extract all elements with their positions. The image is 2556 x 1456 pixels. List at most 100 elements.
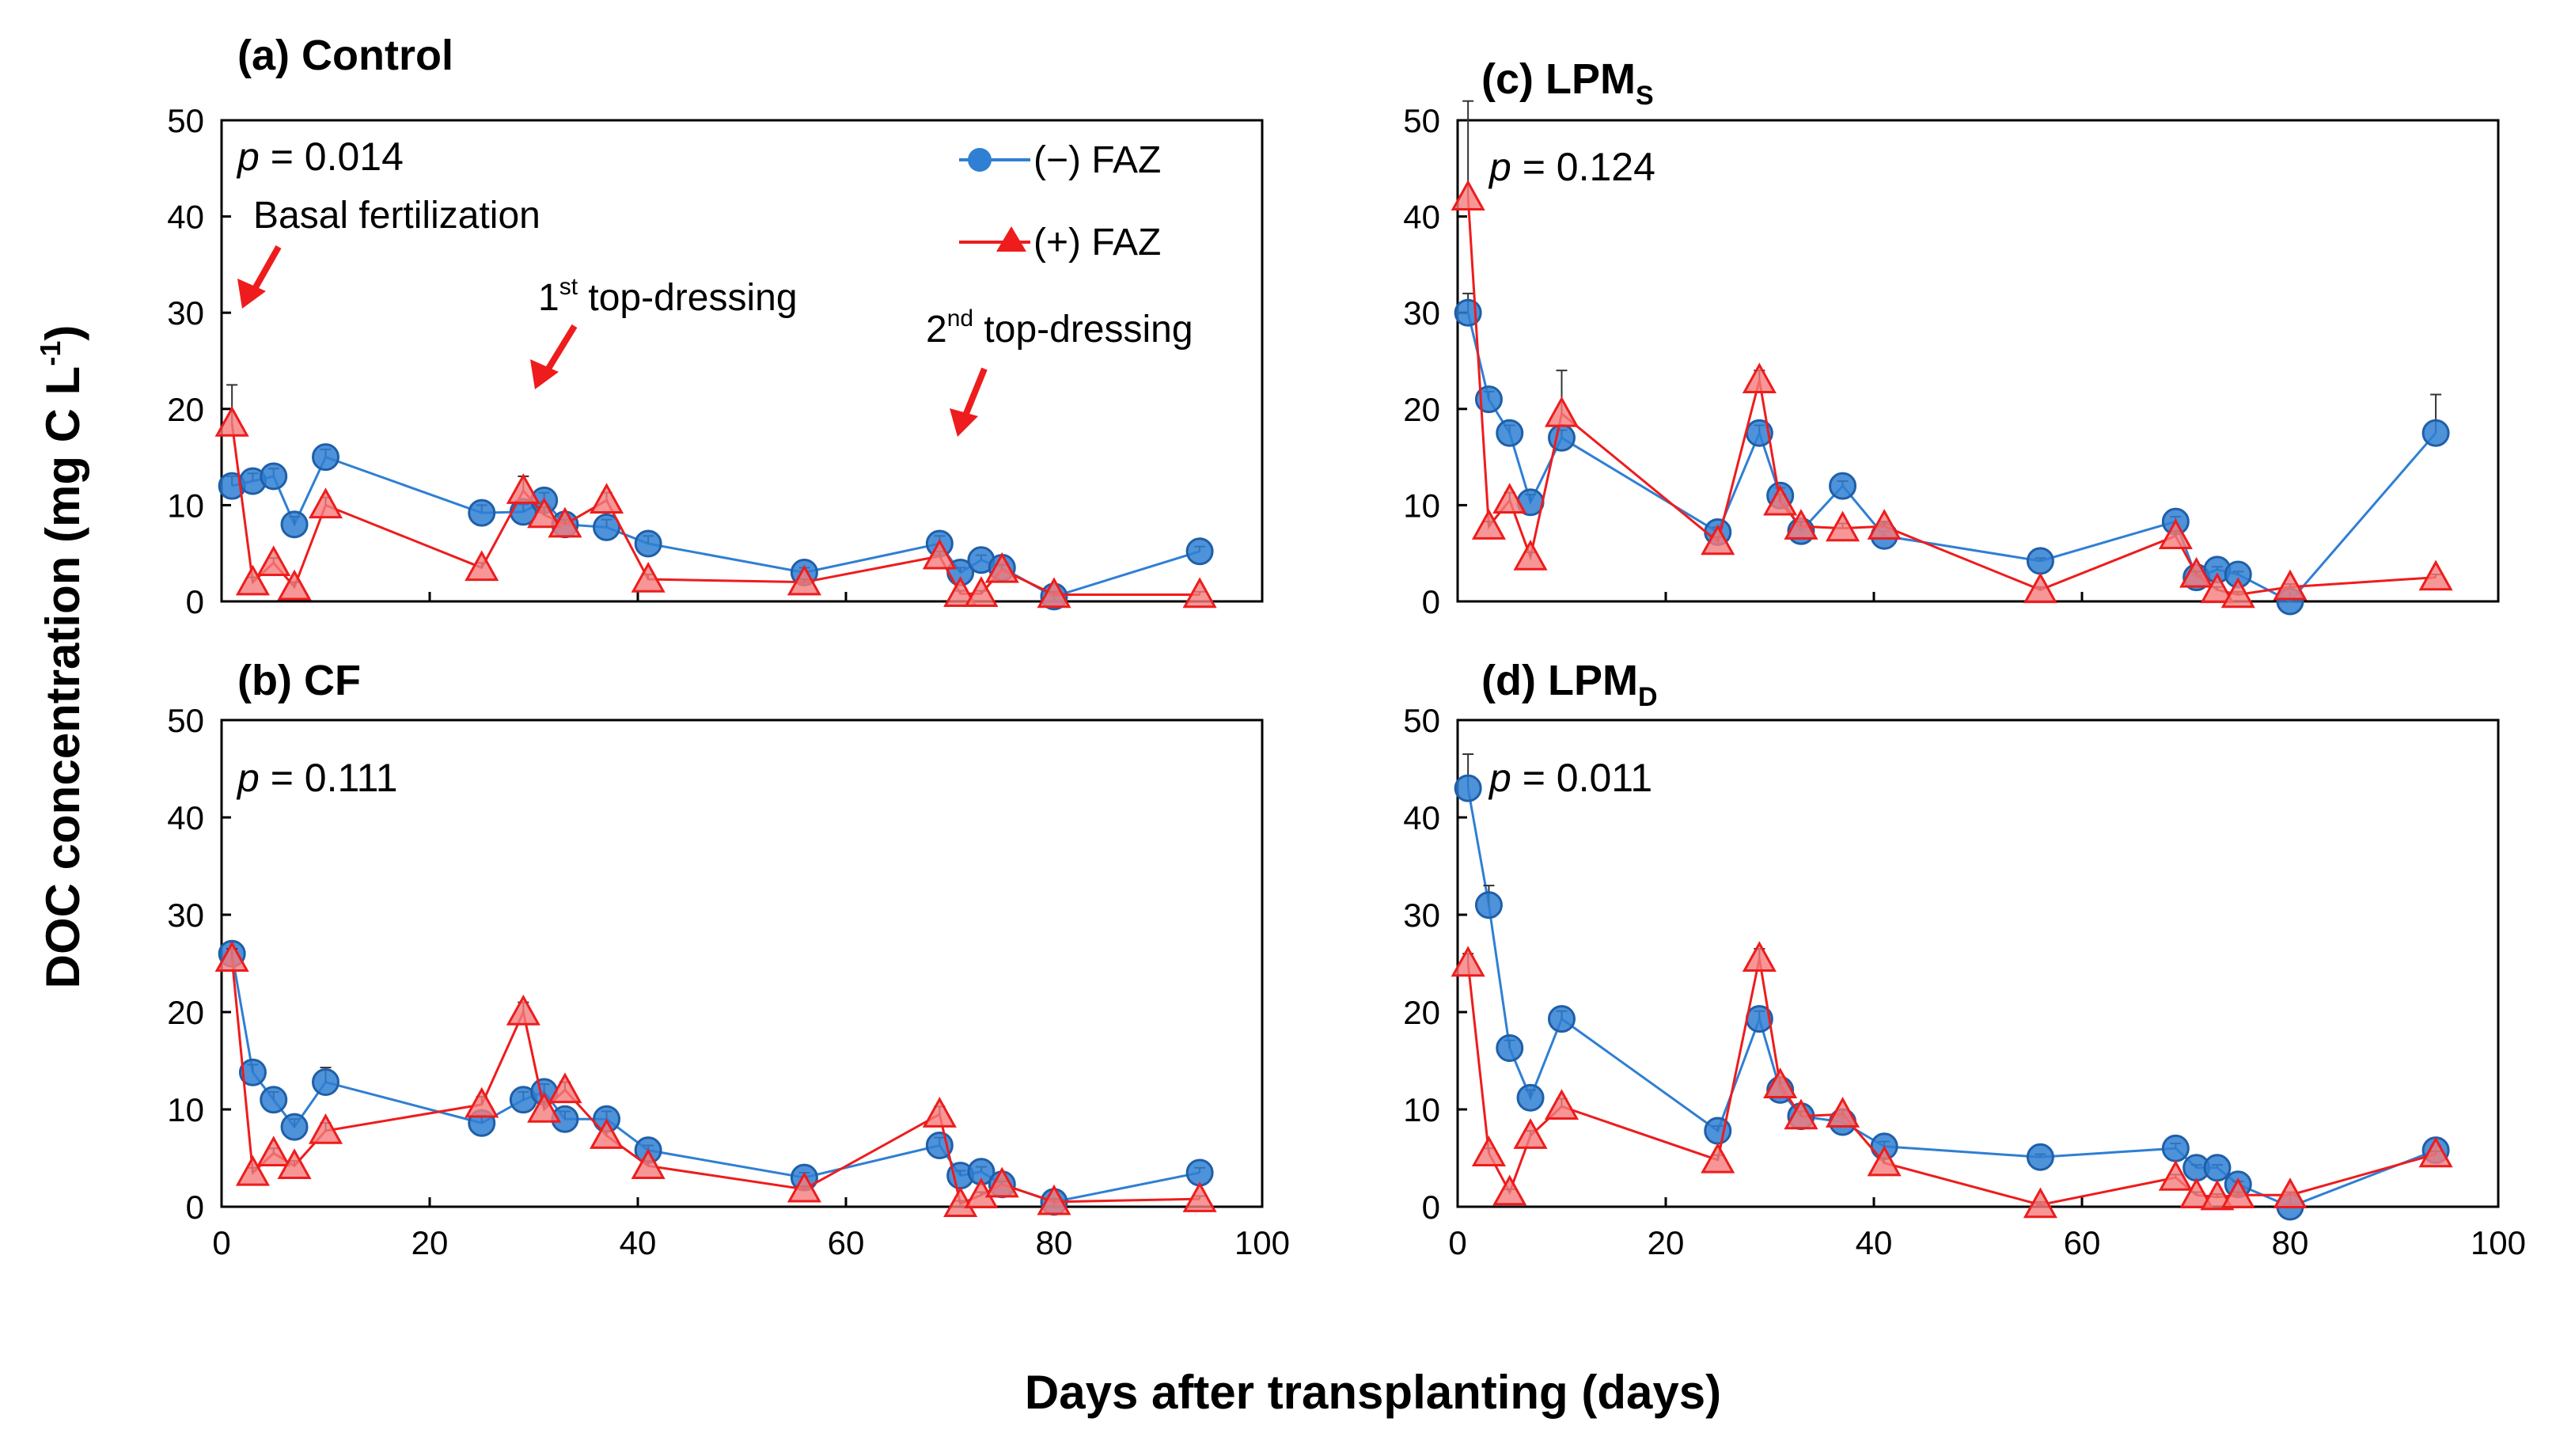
data-point-minus-faz bbox=[312, 443, 339, 472]
data-point-plus-faz bbox=[1182, 577, 1217, 609]
data-point-plus-faz bbox=[984, 1166, 1019, 1198]
data-point-plus-faz bbox=[2273, 1177, 2308, 1208]
y-tick-label: 20 bbox=[1403, 391, 1440, 428]
data-point-plus-faz bbox=[1037, 1184, 1071, 1215]
data-point-plus-faz bbox=[256, 1136, 291, 1167]
y-tick-label: 50 bbox=[1403, 702, 1440, 739]
x-tick-label: 20 bbox=[1648, 1224, 1685, 1261]
y-axis-label-main: DOC concentration (mg C L bbox=[36, 366, 89, 989]
y-tick-label: 30 bbox=[1403, 897, 1440, 934]
x-tick-label: 60 bbox=[2064, 1224, 2101, 1261]
data-point-minus-faz bbox=[1496, 1034, 1524, 1063]
x-tick-label: 40 bbox=[620, 1224, 657, 1261]
plot-frame bbox=[1456, 719, 2500, 1208]
y-tick-label: 10 bbox=[167, 487, 204, 524]
x-tick-label: 0 bbox=[1448, 1224, 1466, 1261]
y-tick-label: 30 bbox=[167, 897, 204, 934]
p-value-label: p = 0.111 bbox=[236, 756, 398, 800]
data-point-minus-faz bbox=[312, 1068, 339, 1097]
x-axis-label: Days after transplanting (days) bbox=[1025, 1366, 1721, 1419]
data-point-plus-faz bbox=[2418, 1136, 2453, 1168]
panel-b-cf: (b) CF p = 0.111 0 10 20 30 40 50 0 20 40 60 80 100 bbox=[167, 657, 1290, 1261]
data-point-plus-faz bbox=[235, 1155, 270, 1186]
legend-item-minus-faz: (−) FAZ bbox=[959, 139, 1161, 181]
panel-title: (d) LPMD bbox=[1481, 657, 1658, 712]
data-point-plus-faz bbox=[984, 552, 1019, 583]
data-point-minus-faz bbox=[1829, 472, 1857, 500]
data-point-plus-faz bbox=[1451, 946, 1485, 977]
data-point-plus-faz bbox=[1182, 1181, 1217, 1212]
data-point-plus-faz bbox=[1867, 1145, 1902, 1177]
legend-label: (−) FAZ bbox=[1033, 139, 1161, 181]
data-point-minus-faz bbox=[280, 1113, 309, 1141]
data-point-minus-faz bbox=[1185, 537, 1214, 566]
data-point-plus-faz bbox=[922, 1097, 957, 1128]
data-point-plus-faz bbox=[2220, 1177, 2255, 1208]
data-point-plus-faz bbox=[2273, 569, 2308, 601]
y-tick-label: 50 bbox=[167, 102, 204, 139]
y-tick-label: 40 bbox=[1403, 199, 1440, 236]
data-point-plus-faz bbox=[2158, 1160, 2193, 1191]
panel-d-lpm-d: (d) LPMD p = 0.011 0 10 20 30 40 50 0 20 40 60 80 1… bbox=[1403, 657, 2526, 1261]
plot-frame bbox=[220, 119, 1264, 603]
series-line-plus-faz bbox=[230, 423, 1200, 596]
data-point-plus-faz bbox=[2179, 556, 2214, 588]
y-tick-label: 20 bbox=[167, 994, 204, 1031]
data-point-plus-faz bbox=[527, 1091, 562, 1123]
legend: (−) FAZ (+) FAZ bbox=[959, 139, 1161, 264]
data-point-plus-faz bbox=[1451, 180, 1485, 210]
data-point-plus-faz bbox=[1867, 509, 1902, 540]
data-point-plus-faz bbox=[590, 483, 624, 514]
data-point-plus-faz bbox=[1544, 396, 1579, 427]
panel-title: (a) Control bbox=[237, 32, 453, 79]
data-point-minus-faz bbox=[634, 529, 662, 558]
data-point-plus-faz bbox=[2158, 518, 2193, 550]
data-point-plus-faz bbox=[1471, 509, 1506, 540]
data-point-plus-faz bbox=[1701, 1142, 1735, 1174]
data-point-plus-faz bbox=[235, 564, 270, 596]
data-point-plus-faz bbox=[506, 473, 540, 504]
legend-item-plus-faz: (+) FAZ bbox=[959, 222, 1161, 264]
x-tick-label: 20 bbox=[411, 1224, 449, 1261]
data-point-plus-faz bbox=[1701, 524, 1735, 555]
data-point-minus-faz bbox=[1474, 385, 1503, 414]
data-point-plus-faz bbox=[308, 1113, 343, 1144]
plot-frame bbox=[1456, 119, 2500, 603]
data-point-minus-faz bbox=[260, 1086, 288, 1114]
data-point-plus-faz bbox=[631, 561, 666, 593]
data-point-plus-faz bbox=[1492, 1174, 1527, 1206]
series-line-plus-faz bbox=[230, 958, 1200, 1206]
data-point-plus-faz bbox=[214, 405, 249, 437]
x-tick-label: 40 bbox=[1856, 1224, 1893, 1261]
y-tick-label: 20 bbox=[1403, 994, 1440, 1031]
data-point-plus-faz bbox=[308, 487, 343, 519]
series-line-plus-faz bbox=[1466, 958, 2437, 1207]
y-tick-label: 0 bbox=[186, 1189, 204, 1226]
y-tick-label: 10 bbox=[1403, 1091, 1440, 1128]
data-point-plus-faz bbox=[787, 1171, 821, 1203]
data-point-plus-faz bbox=[590, 1118, 624, 1149]
data-point-plus-faz bbox=[2200, 572, 2235, 604]
legend-marker-circle bbox=[968, 148, 992, 172]
data-point-minus-faz bbox=[1548, 1005, 1576, 1033]
data-point-plus-faz bbox=[2179, 1177, 2214, 1208]
data-point-minus-faz bbox=[1454, 774, 1482, 802]
data-point-plus-faz bbox=[1763, 1067, 1798, 1098]
panel-c-lpm-s: (c) LPMS p = 0.124 0 10 20 30 40 50 bbox=[1403, 55, 2500, 620]
data-point-plus-faz bbox=[548, 1072, 582, 1104]
annotation-basal-fertilization: Basal fertilization bbox=[253, 195, 540, 237]
data-point-minus-faz bbox=[468, 499, 496, 527]
x-tick-label: 80 bbox=[1036, 1224, 1073, 1261]
data-point-plus-faz bbox=[943, 576, 978, 607]
data-point-plus-faz bbox=[465, 1086, 499, 1118]
y-tick-label: 0 bbox=[1422, 1189, 1440, 1226]
data-point-plus-faz bbox=[1784, 1098, 1818, 1130]
y-tick-label: 10 bbox=[167, 1091, 204, 1128]
legend-label: (+) FAZ bbox=[1033, 222, 1161, 264]
panel-title: (b) CF bbox=[237, 657, 361, 704]
y-tick-label: 50 bbox=[167, 702, 204, 739]
data-point-minus-faz bbox=[260, 462, 288, 491]
data-point-minus-faz bbox=[2026, 547, 2054, 575]
data-point-minus-faz bbox=[238, 1058, 267, 1086]
y-tick-label: 40 bbox=[167, 199, 204, 236]
